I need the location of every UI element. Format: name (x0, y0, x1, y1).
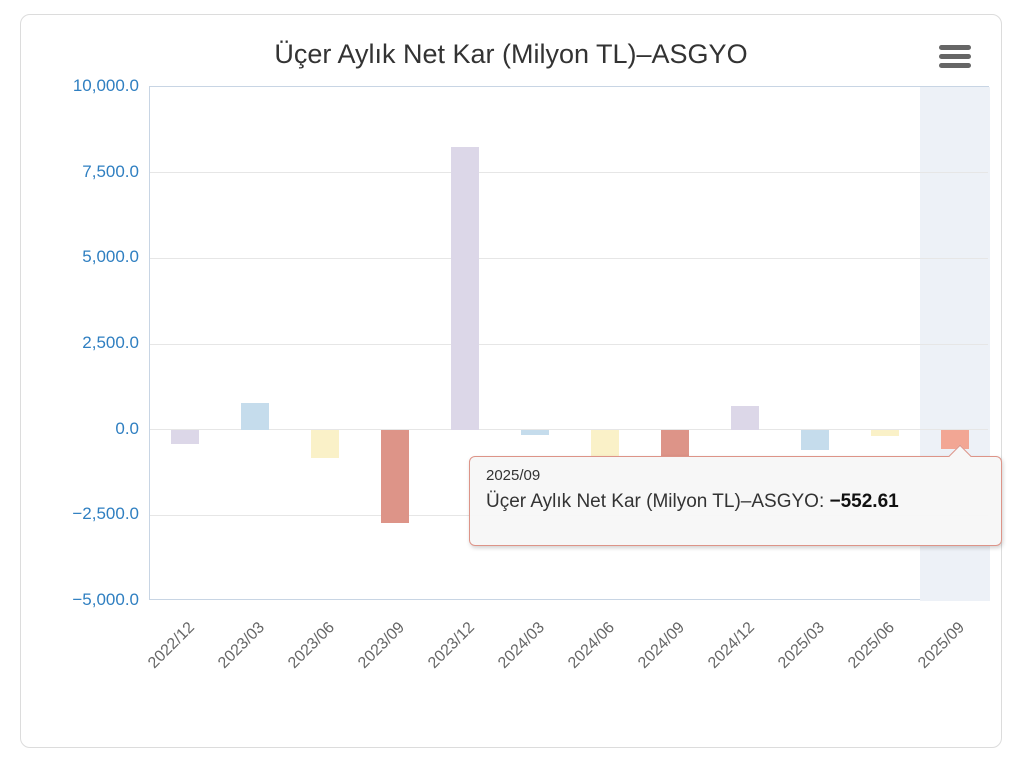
chart-bar[interactable] (801, 429, 829, 450)
y-axis-label: 2,500.0 (82, 333, 139, 352)
x-axis: 2022/12 2023/03 2023/06 2023/09 2023/12 2024/… (145, 600, 989, 720)
chart-bar[interactable] (241, 403, 269, 430)
chart-bar[interactable] (941, 429, 969, 449)
gridline (150, 429, 988, 431)
tooltip-header: 2025/09 (486, 467, 541, 484)
hamburger-menu-icon (939, 53, 971, 59)
chart-menu-button[interactable] (939, 41, 971, 71)
chart-bar[interactable] (661, 429, 689, 458)
y-axis-label: 10,000.0 (72, 76, 139, 95)
chart-bar[interactable] (871, 429, 899, 437)
chart-bar[interactable] (451, 146, 479, 430)
chart-bar[interactable] (311, 429, 339, 458)
gridline (150, 257, 988, 259)
tooltip-body: Üçer Aylık Net Kar (Milyon TL)–ASGYO: −5… (486, 491, 1001, 513)
tooltip-value: −552.61 (829, 491, 899, 512)
chart-bar[interactable] (591, 429, 619, 457)
y-axis: 10,000.0 7,500.0 5,000.0 2,500.0 0.0 −2,500.0… (21, 76, 139, 609)
y-axis-label: 0.0 (115, 418, 139, 438)
y-axis-label: −5,000.0 (72, 590, 139, 609)
y-axis-label: −2,500.0 (72, 504, 139, 524)
y-axis-label: 5,000.0 (82, 247, 139, 267)
chart-title: Üçer Aylık Net Kar (Milyon TL)–ASGYO (274, 39, 748, 69)
hamburger-menu-icon (939, 62, 971, 68)
chart-bar[interactable] (171, 429, 199, 444)
chart-bar[interactable] (521, 429, 549, 436)
hamburger-menu-icon (939, 44, 971, 50)
gridline (150, 172, 988, 174)
chart-bar[interactable] (731, 406, 759, 430)
gridline (150, 343, 988, 345)
chart-card: Üçer Aylık Net Kar (Milyon TL)–ASGYO 10,… (20, 14, 1002, 748)
tooltip-series-label: Üçer Aylık Net Kar (Milyon TL)–ASGYO: (486, 491, 830, 512)
y-axis-label: 7,500.0 (82, 161, 139, 181)
chart-bar[interactable] (381, 429, 409, 523)
tooltip: 2025/09 Üçer Aylık Net Kar (Milyon TL)–A… (469, 444, 1002, 546)
